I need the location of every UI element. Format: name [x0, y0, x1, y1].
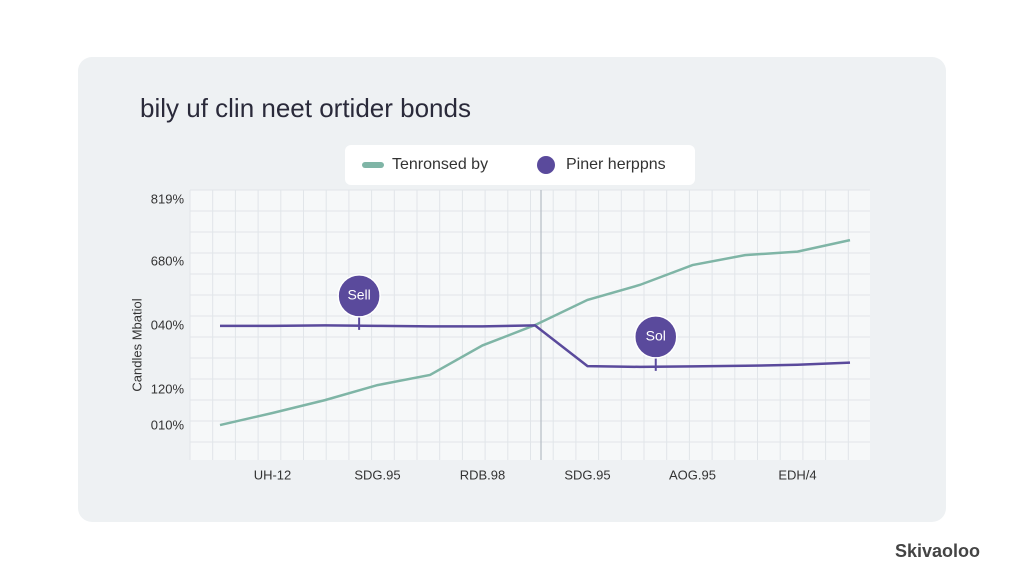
x-tick-label: RDB.98: [460, 467, 506, 482]
legend-box: [345, 145, 695, 185]
legend-label: Piner herppns: [566, 156, 666, 173]
y-tick-label: 680%: [151, 253, 185, 268]
y-axis-title: Candles Mbatiol: [129, 298, 144, 391]
series-line: [220, 324, 851, 369]
legend-swatch: [537, 156, 555, 174]
legend-label: Tenronsed by: [392, 156, 488, 173]
x-tick-label: SDG.95: [354, 467, 400, 482]
x-tick-label: UH-12: [254, 467, 292, 482]
annotation: Sell: [347, 287, 370, 303]
y-tick-label: 010%: [151, 417, 185, 432]
annotation: Sol: [646, 328, 666, 344]
y-tick-label: 819%: [151, 191, 185, 206]
watermark: Skivaoloo: [895, 541, 980, 561]
chart-title: bily uf clin neet ortider bonds: [140, 93, 471, 123]
y-tick-label: 040%: [151, 317, 185, 332]
x-tick-label: EDH/4: [778, 467, 816, 482]
pin-bubble: [337, 274, 381, 318]
y-tick-label: 120%: [151, 381, 185, 396]
pin-bubble: [634, 315, 678, 359]
x-tick-label: AOG.95: [669, 467, 716, 482]
legend-swatch: [362, 162, 384, 168]
x-tick-label: SDG.95: [564, 467, 610, 482]
